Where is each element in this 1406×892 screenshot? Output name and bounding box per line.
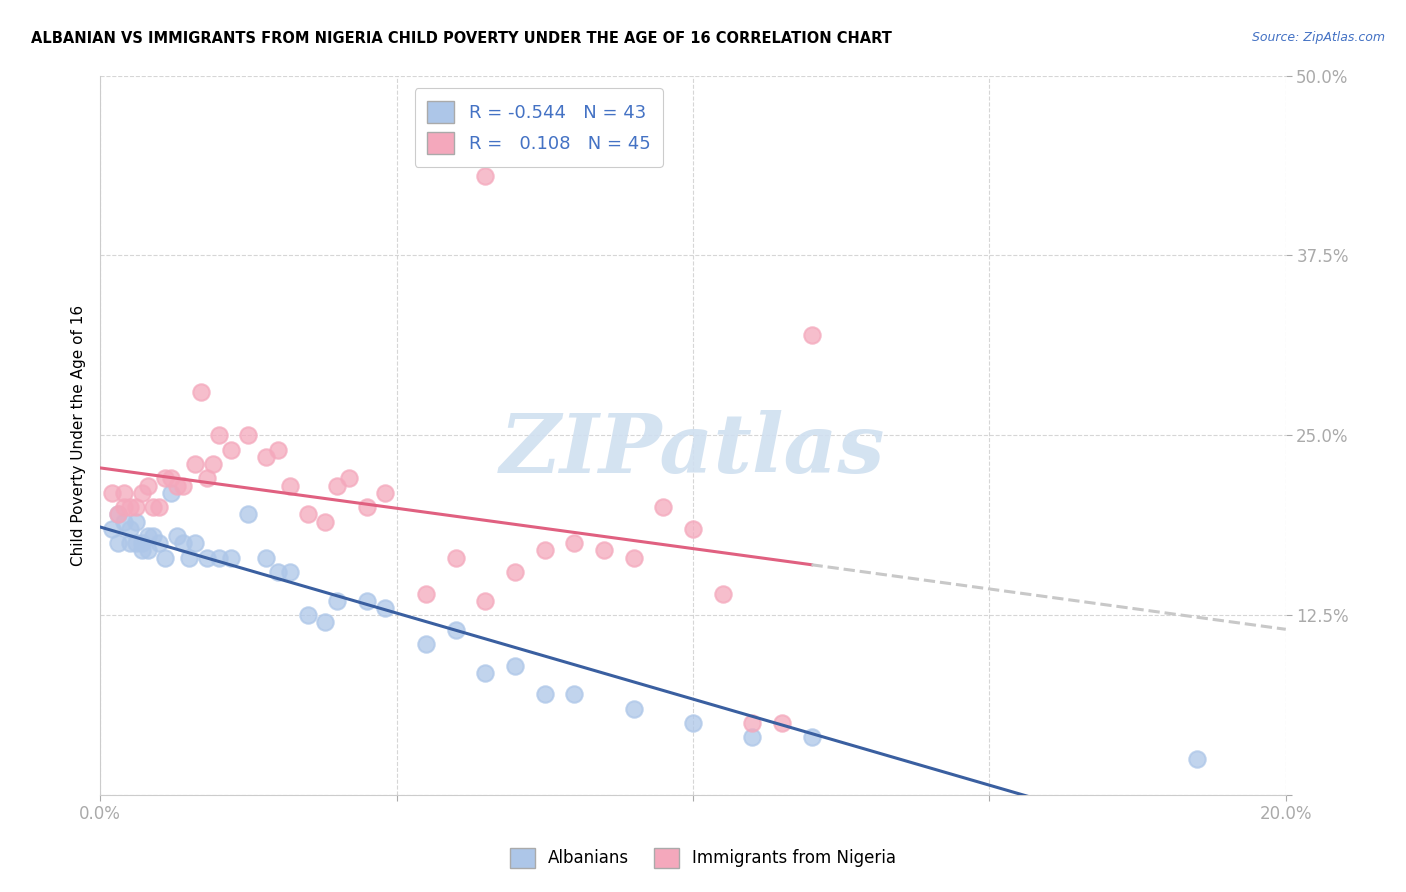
Point xyxy=(337,471,360,485)
Text: Source: ZipAtlas.com: Source: ZipAtlas.com xyxy=(1251,31,1385,45)
Point xyxy=(190,385,212,400)
Legend: R = -0.544   N = 43, R =   0.108   N = 45: R = -0.544 N = 43, R = 0.108 N = 45 xyxy=(415,88,664,167)
Point xyxy=(166,478,188,492)
Point xyxy=(195,471,218,485)
Point xyxy=(800,327,823,342)
Point xyxy=(1185,752,1208,766)
Point xyxy=(238,428,260,442)
Point xyxy=(356,500,378,515)
Point xyxy=(623,550,645,565)
Point xyxy=(107,508,129,522)
Point xyxy=(474,665,496,680)
Point xyxy=(314,515,336,529)
Point xyxy=(125,536,148,550)
Point xyxy=(131,543,153,558)
Point xyxy=(254,450,277,464)
Point xyxy=(593,543,616,558)
Point xyxy=(267,565,290,579)
Point xyxy=(474,169,496,184)
Point xyxy=(503,658,526,673)
Point xyxy=(564,536,586,550)
Point xyxy=(533,687,555,701)
Point xyxy=(652,500,675,515)
Point xyxy=(219,550,242,565)
Point xyxy=(503,565,526,579)
Point xyxy=(800,731,823,745)
Point xyxy=(160,486,183,500)
Point xyxy=(444,550,467,565)
Point xyxy=(444,623,467,637)
Point xyxy=(118,536,141,550)
Point xyxy=(326,594,349,608)
Point xyxy=(136,543,159,558)
Point xyxy=(107,508,129,522)
Point xyxy=(741,716,763,731)
Point xyxy=(172,536,194,550)
Point xyxy=(148,536,170,550)
Point xyxy=(136,529,159,543)
Point xyxy=(112,515,135,529)
Point xyxy=(415,637,437,651)
Point xyxy=(533,543,555,558)
Point xyxy=(101,522,124,536)
Point xyxy=(184,457,207,471)
Point xyxy=(118,500,141,515)
Point xyxy=(564,687,586,701)
Point xyxy=(166,529,188,543)
Point xyxy=(770,716,793,731)
Point xyxy=(107,536,129,550)
Text: ZIPatlas: ZIPatlas xyxy=(501,409,886,490)
Point xyxy=(254,550,277,565)
Point xyxy=(136,478,159,492)
Point xyxy=(297,508,319,522)
Point xyxy=(623,702,645,716)
Point xyxy=(148,500,170,515)
Point xyxy=(682,716,704,731)
Point xyxy=(682,522,704,536)
Text: ALBANIAN VS IMMIGRANTS FROM NIGERIA CHILD POVERTY UNDER THE AGE OF 16 CORRELATIO: ALBANIAN VS IMMIGRANTS FROM NIGERIA CHIL… xyxy=(31,31,891,46)
Point xyxy=(131,536,153,550)
Point xyxy=(219,442,242,457)
Point xyxy=(374,601,396,615)
Point xyxy=(474,594,496,608)
Point xyxy=(356,594,378,608)
Point xyxy=(118,522,141,536)
Point xyxy=(131,486,153,500)
Point xyxy=(112,486,135,500)
Point xyxy=(374,486,396,500)
Point xyxy=(101,486,124,500)
Point xyxy=(184,536,207,550)
Point xyxy=(208,428,231,442)
Point xyxy=(208,550,231,565)
Y-axis label: Child Poverty Under the Age of 16: Child Poverty Under the Age of 16 xyxy=(72,305,86,566)
Point xyxy=(195,550,218,565)
Point xyxy=(177,550,200,565)
Point xyxy=(711,586,734,600)
Point xyxy=(326,478,349,492)
Point xyxy=(314,615,336,630)
Point xyxy=(160,471,183,485)
Point xyxy=(112,500,135,515)
Point xyxy=(125,515,148,529)
Point xyxy=(741,731,763,745)
Point xyxy=(201,457,224,471)
Point xyxy=(238,508,260,522)
Legend: Albanians, Immigrants from Nigeria: Albanians, Immigrants from Nigeria xyxy=(503,841,903,875)
Point xyxy=(125,500,148,515)
Point xyxy=(155,550,177,565)
Point xyxy=(415,586,437,600)
Point xyxy=(172,478,194,492)
Point xyxy=(278,478,301,492)
Point xyxy=(267,442,290,457)
Point xyxy=(142,500,165,515)
Point xyxy=(142,529,165,543)
Point xyxy=(278,565,301,579)
Point xyxy=(297,608,319,623)
Point xyxy=(155,471,177,485)
